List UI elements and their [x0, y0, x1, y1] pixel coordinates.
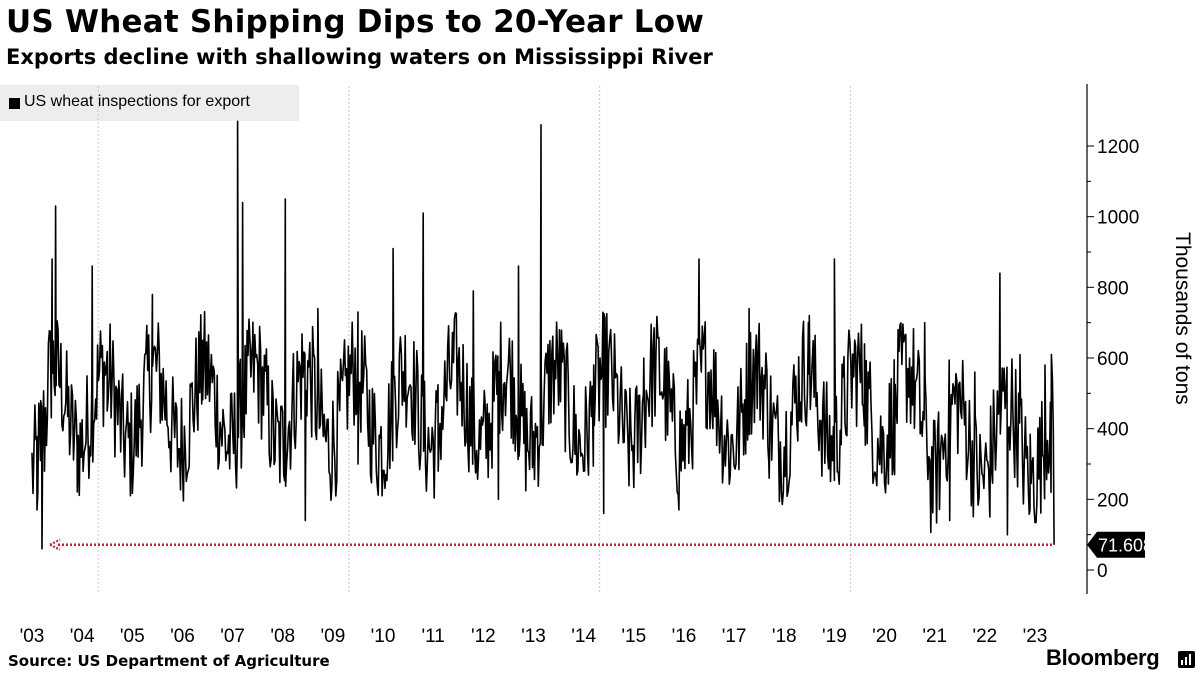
y-tick-label-1000: 1000: [1097, 208, 1139, 229]
legend-label: US wheat inspections for export: [24, 93, 250, 110]
y-tick-label-0: 0: [1097, 561, 1108, 582]
x-tick-label-2015: '15: [621, 626, 646, 647]
bloomberg-logo: Bloomberg: [1046, 645, 1160, 670]
x-tick-label-2007: '07: [220, 626, 245, 647]
x-tick-label-2012: '12: [471, 626, 496, 647]
x-tick-label-2014: '14: [571, 626, 596, 647]
x-tick-label-2009: '09: [321, 626, 346, 647]
source-note: Source: US Department of Agriculture: [8, 652, 330, 670]
x-tick-label-2017: '17: [722, 626, 747, 647]
x-tick-label-2018: '18: [772, 626, 797, 647]
x-tick-label-2019: '19: [822, 626, 847, 647]
legend: US wheat inspections for export: [0, 85, 299, 121]
x-tick-label-2008: '08: [270, 626, 295, 647]
legend-swatch: [9, 98, 20, 109]
x-tick-label-2003: '03: [20, 626, 45, 647]
y-tick-label-600: 600: [1097, 349, 1129, 370]
series-line-wheat-inspections: [31, 120, 1055, 550]
x-tick-label-2023: '23: [1023, 626, 1048, 647]
x-tick-label-2016: '16: [672, 626, 697, 647]
x-tick-label-2005: '05: [120, 626, 145, 647]
x-tick-label-2011: '11: [422, 626, 445, 647]
x-tick-label-2021: '21: [922, 626, 947, 647]
chart-title: US Wheat Shipping Dips to 20-Year Low: [6, 4, 705, 40]
last-value-callout: 71.608: [1087, 531, 1153, 558]
last-value-callout-bg: [1087, 531, 1145, 558]
last-value-label: 71.608: [1098, 536, 1153, 556]
y-axis-ticks: 0 200 400 600 800 1000 1200: [1087, 137, 1139, 582]
y-tick-label-200: 200: [1097, 490, 1129, 511]
chart-subtitle: Exports decline with shallowing waters o…: [6, 45, 713, 69]
reference-line: [49, 538, 1055, 551]
x-tick-label-2013: '13: [521, 626, 546, 647]
y-axis-label: Thousands of tons: [1171, 232, 1194, 405]
bloomberg-terminal-icon: [1178, 651, 1195, 668]
x-tick-label-2006: '06: [170, 626, 195, 647]
y-tick-label-1200: 1200: [1097, 137, 1139, 158]
x-tick-label-2022: '22: [972, 626, 997, 647]
x-axis-ticks: '03 '04 '05 '06 '07 '08 '09 '10 '11 '12 '13 '14 '15 '…: [20, 626, 1048, 647]
y-tick-label-400: 400: [1097, 420, 1129, 441]
x-tick-label-2010: '10: [371, 626, 396, 647]
x-tick-label-2004: '04: [70, 626, 95, 647]
x-tick-label-2020: '20: [872, 626, 897, 647]
y-tick-label-800: 800: [1097, 278, 1129, 299]
reference-arrow-icon: [49, 538, 61, 551]
